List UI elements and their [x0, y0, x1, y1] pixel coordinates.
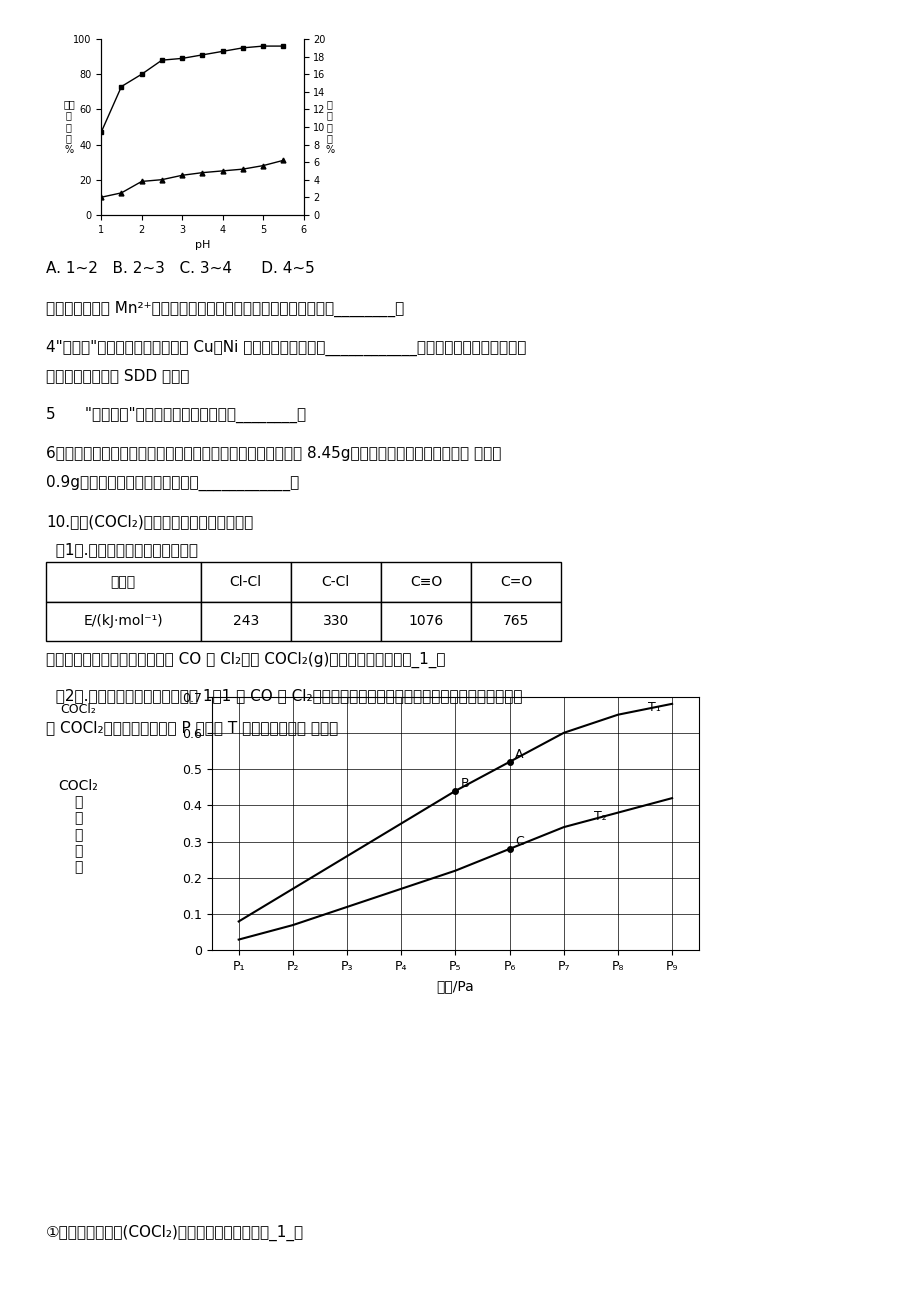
Text: COCl₂: COCl₂	[61, 703, 96, 716]
Text: 中 COCl₂的体积分数与压强 P 和温度 T 的关系曲线如图 所示：: 中 COCl₂的体积分数与压强 P 和温度 T 的关系曲线如图 所示：	[46, 720, 338, 734]
Text: 写出工业上采用高温活性炭嫁化 CO 与 Cl₂合成 COCl₂(g)的热化学反应方程式_1_。: 写出工业上采用高温活性炭嫁化 CO 与 Cl₂合成 COCl₂(g)的热化学反应…	[46, 652, 445, 668]
X-axis label: pH: pH	[195, 240, 210, 250]
Text: （1）.相关的化学键键能数据如下: （1）.相关的化学键键能数据如下	[46, 543, 198, 557]
Text: ①有利于提高光气(COCl₂)平衡产率的反应条件是_1_。: ①有利于提高光气(COCl₂)平衡产率的反应条件是_1_。	[46, 1225, 304, 1241]
Text: T₁: T₁	[647, 700, 660, 713]
X-axis label: 压强/Pa: 压强/Pa	[436, 979, 474, 992]
Text: C: C	[515, 836, 523, 849]
Text: （2）.在密闭体系中，充入体积比 1：1 的 CO 和 Cl₂和适量的活性炭，发生反应，实验测得反应平衡体系: （2）.在密闭体系中，充入体积比 1：1 的 CO 和 Cl₂和适量的活性炭，发…	[46, 689, 522, 703]
Text: 降。实际生产采用 SDD 代替。: 降。实际生产采用 SDD 代替。	[46, 368, 189, 383]
Text: 4"除铜镇"步骤可以加入硫化锹将 Cu、Ni 元素除去，其缺点是____________。造成锆元素损失，产率下: 4"除铜镇"步骤可以加入硫化锹将 Cu、Ni 元素除去，其缺点是________…	[46, 340, 526, 355]
Text: 10.光气(COCl₂)在工业上具有重要的用途。: 10.光气(COCl₂)在工业上具有重要的用途。	[46, 514, 253, 529]
Text: A. 1~2   B. 2~3   C. 3~4      D. 4~5: A. 1~2 B. 2~3 C. 3~4 D. 4~5	[46, 262, 314, 276]
Text: B: B	[460, 777, 469, 790]
Text: 5      "结晶分离"步骤所得滤渣主要成分是________。: 5 "结晶分离"步骤所得滤渣主要成分是________。	[46, 408, 306, 423]
Text: COCl₂
的
体
积
分
数: COCl₂ 的 体 积 分 数	[58, 780, 98, 874]
Text: T₂: T₂	[593, 810, 606, 823]
Y-axis label: 铝铁
去
除
率
%: 铝铁 去 除 率 %	[63, 99, 74, 155]
Text: 已知在此条件下 Mn²⁺不会产生沉淠，推测锆元素损失的可能原因是________。: 已知在此条件下 Mn²⁺不会产生沉淠，推测锆元素损失的可能原因是________…	[46, 301, 403, 316]
Text: 6为确定所得硫酸锆中含有的结晶水，称取纯化后的硫酸锆晶体 8.45g，加热至完全脱去结晶水，固 体减重: 6为确定所得硫酸锆中含有的结晶水，称取纯化后的硫酸锆晶体 8.45g，加热至完全…	[46, 447, 501, 461]
Y-axis label: 锰
损
失
率
%: 锰 损 失 率 %	[325, 99, 335, 155]
Text: 0.9g，则该硫酸锆晶体的化学式为____________。: 0.9g，则该硫酸锆晶体的化学式为____________。	[46, 475, 299, 491]
Text: A: A	[515, 749, 523, 762]
